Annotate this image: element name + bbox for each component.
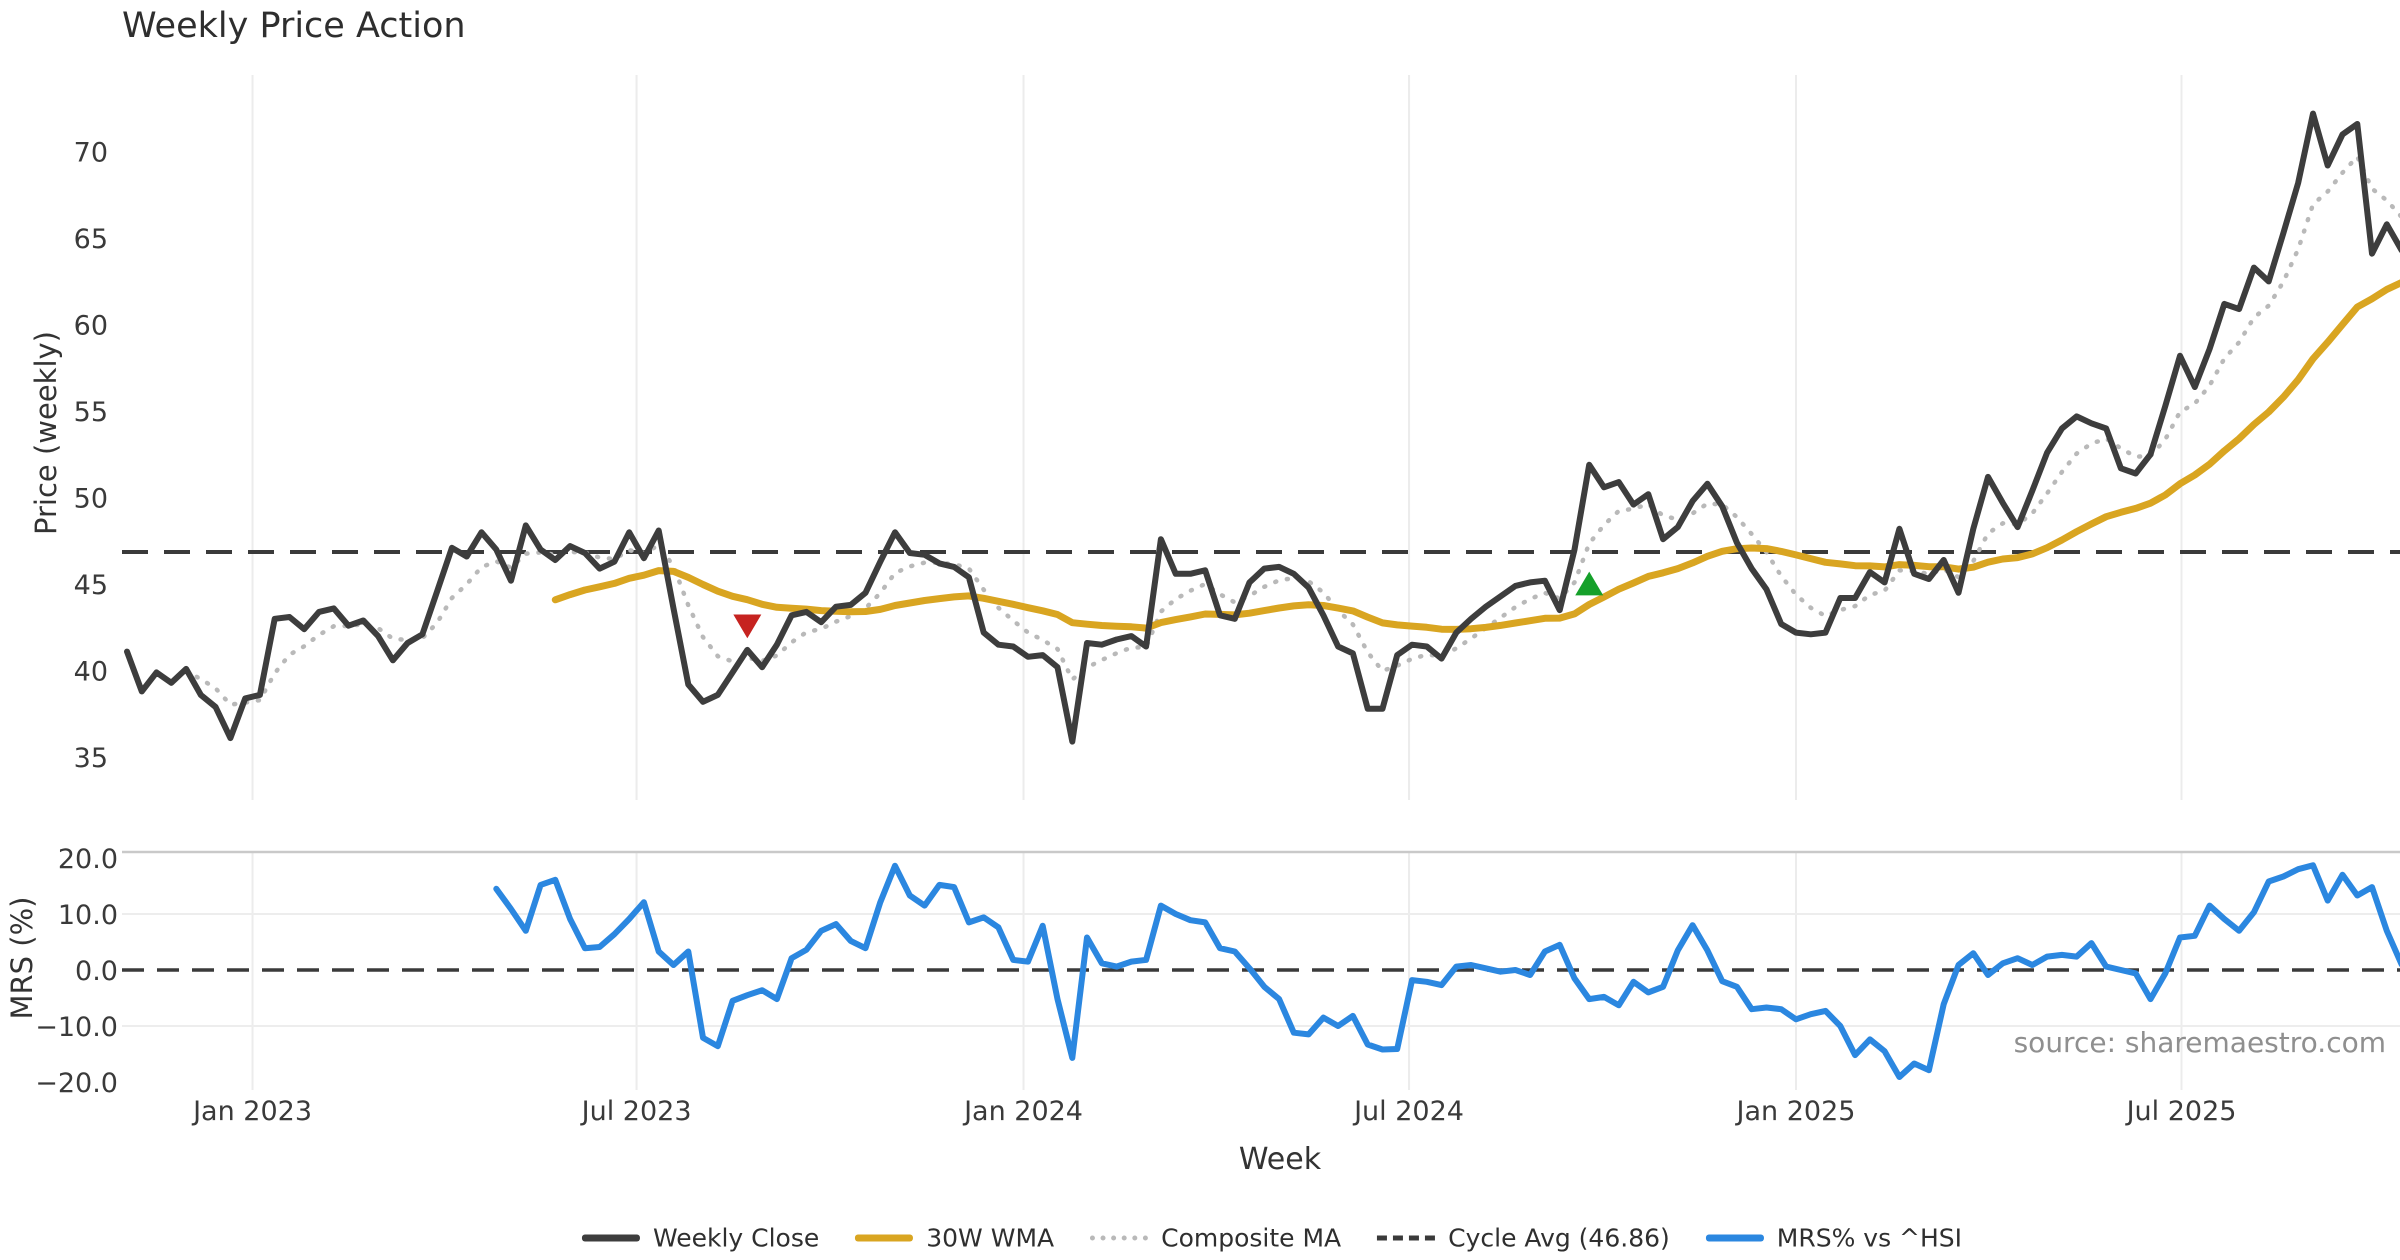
legend-label: MRS% vs ^HSI [1776,1223,1963,1253]
price-tick-label: 45 [74,570,108,601]
legend-item-weekly-close: Weekly Close [581,1223,820,1253]
price-tick-label: 65 [74,224,108,255]
price-tick-label: 50 [74,484,108,515]
legend-label: Weekly Close [652,1223,820,1253]
composite-ma-line [183,154,2400,707]
x-tick-label: Jan 2023 [191,1096,312,1127]
weekly-close-swatch-icon [581,1234,640,1242]
wma-swatch-icon [855,1234,914,1242]
x-tick-label: Jul 2024 [1352,1096,1464,1127]
x-tick-label: Jan 2025 [1735,1096,1856,1127]
legend-item-mrs: MRS% vs ^HSI [1705,1223,1963,1253]
mrs-axis-label: MRS (%) [5,896,39,1020]
mrs-tick-label: −20.0 [35,1068,118,1099]
mrs-tick-label: −10.0 [35,1012,118,1043]
price-tick-label: 60 [74,311,108,342]
mrs-swatch-icon [1705,1234,1764,1242]
composite-ma-swatch-icon [1090,1235,1149,1241]
price-tick-label: 40 [74,657,108,688]
x-axis-label: Week [1238,1142,1322,1177]
price-tick-label: 70 [74,138,108,169]
wma-30w-line [551,279,2400,633]
legend-label: 30W WMA [926,1223,1055,1253]
buy-signal-icon [1575,571,1604,596]
legend-item-30w-wma: 30W WMA [855,1224,1054,1253]
legend-item-composite-ma: Composite MA [1090,1224,1341,1253]
legend-item-cycle-avg: Cycle Avg (46.86) [1377,1224,1670,1253]
chart-title: Weekly Price Action [122,6,466,46]
price-tick-label: 55 [74,397,108,428]
x-tick-label: Jan 2024 [962,1096,1083,1127]
source-credit: source: sharemaestro.com [2013,1026,2386,1059]
x-tick-label: Jul 2023 [580,1096,692,1127]
price-tick-label: 35 [74,743,108,774]
mrs-tick-label: 0.0 [75,956,118,987]
sell-signal-icon [733,614,762,639]
cycle-avg-swatch-icon [1377,1235,1436,1241]
mrs-line [493,862,2400,1080]
price-axis-label: Price (weekly) [29,330,63,536]
legend-label: Cycle Avg (46.86) [1448,1223,1670,1253]
x-tick-label: Jul 2025 [2125,1096,2237,1127]
chart-legend: Weekly Close 30W WMA Composite MA Cycle … [581,1223,1963,1253]
weekly-close-line [124,110,2400,745]
mrs-tick-label: 20.0 [58,844,118,875]
mrs-tick-label: 10.0 [58,900,118,931]
legend-label: Composite MA [1161,1223,1342,1253]
